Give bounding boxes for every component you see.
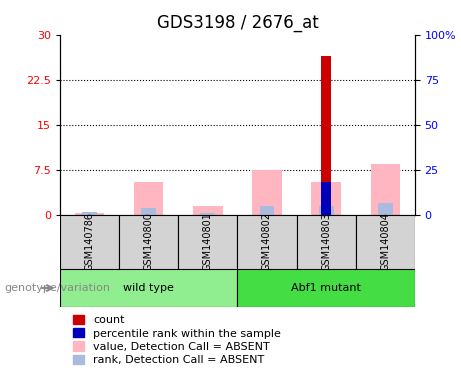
Bar: [378, 203, 393, 215]
Bar: [296, 215, 356, 269]
Bar: [321, 182, 331, 215]
Bar: [178, 215, 237, 269]
Bar: [237, 215, 296, 269]
Text: GSM140804: GSM140804: [380, 212, 390, 271]
Bar: [311, 182, 341, 215]
Text: wild type: wild type: [123, 283, 174, 293]
Bar: [134, 182, 164, 215]
Bar: [319, 206, 334, 215]
Bar: [260, 206, 274, 215]
Bar: [237, 269, 415, 307]
Bar: [75, 213, 104, 215]
Title: GDS3198 / 2676_at: GDS3198 / 2676_at: [157, 14, 318, 32]
Bar: [119, 215, 178, 269]
Text: GSM140801: GSM140801: [203, 212, 213, 271]
Text: GSM140802: GSM140802: [262, 212, 272, 271]
Bar: [141, 208, 156, 215]
Text: GSM140803: GSM140803: [321, 212, 331, 271]
Bar: [82, 212, 97, 215]
Text: Abf1 mutant: Abf1 mutant: [291, 283, 361, 293]
Text: genotype/variation: genotype/variation: [5, 283, 111, 293]
Text: GSM140786: GSM140786: [84, 212, 95, 271]
Bar: [60, 215, 119, 269]
Bar: [201, 213, 215, 215]
Legend: count, percentile rank within the sample, value, Detection Call = ABSENT, rank, : count, percentile rank within the sample…: [71, 313, 283, 367]
Bar: [321, 56, 331, 215]
Bar: [60, 269, 237, 307]
Bar: [371, 164, 400, 215]
Text: GSM140800: GSM140800: [144, 212, 154, 271]
Bar: [252, 170, 282, 215]
Bar: [356, 215, 415, 269]
Bar: [193, 206, 223, 215]
